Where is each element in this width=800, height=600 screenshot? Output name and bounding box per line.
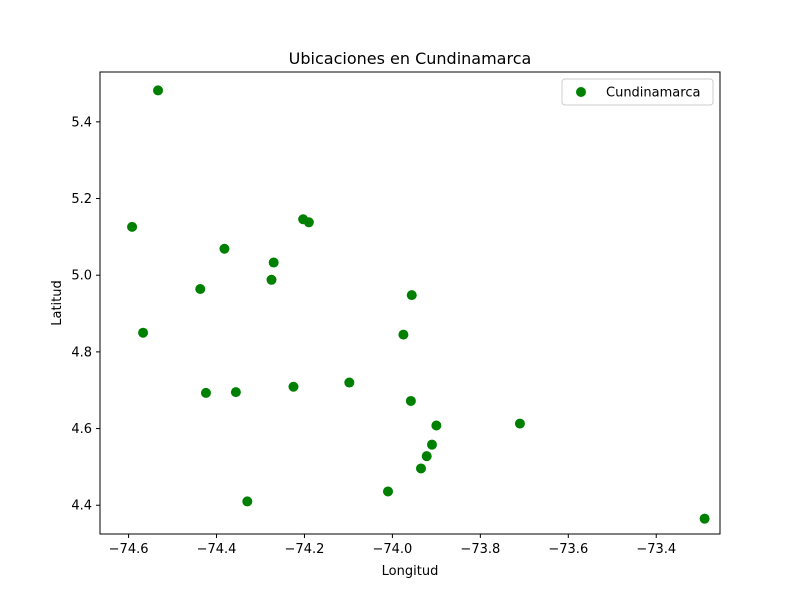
data-point <box>431 420 442 431</box>
legend: Cundinamarca <box>561 78 714 106</box>
points-layer <box>127 85 710 524</box>
data-point <box>127 221 138 232</box>
x-tick-label: −74.6 <box>109 542 149 557</box>
data-point <box>383 486 394 497</box>
y-tick-label: 5.4 <box>71 115 92 130</box>
data-point <box>398 329 409 340</box>
y-tick-label: 4.6 <box>71 422 92 437</box>
data-point <box>421 451 432 462</box>
plot-background <box>100 72 720 534</box>
data-point <box>344 377 355 388</box>
x-tick-label: −73.8 <box>460 542 500 557</box>
data-point <box>219 243 230 254</box>
y-tick-label: 4.4 <box>71 499 92 514</box>
legend-marker <box>576 87 586 97</box>
plot-area <box>100 72 720 534</box>
data-point <box>415 463 426 474</box>
axes-frame <box>99 71 721 535</box>
data-point <box>405 395 416 406</box>
data-point <box>242 496 253 507</box>
x-tick-label: −73.6 <box>548 542 588 557</box>
axes-layer <box>99 71 721 535</box>
x-tick-label: −74.0 <box>372 542 412 557</box>
legend-box <box>561 78 714 106</box>
y-tick-label: 5.2 <box>71 192 92 207</box>
data-point <box>426 439 437 450</box>
data-point <box>406 290 417 301</box>
data-point <box>138 327 149 338</box>
data-point <box>268 257 279 268</box>
data-point <box>288 381 299 392</box>
ticks-layer: −74.6 −74.4 −74.2 −74.0 −73.8 −73.6 −73.4 4.4 4.… <box>71 115 676 557</box>
data-point <box>699 513 710 524</box>
y-tick-label: 4.8 <box>71 345 92 360</box>
data-point <box>200 387 211 398</box>
y-axis-label: Latitud <box>50 280 65 326</box>
data-point <box>230 387 241 398</box>
data-point <box>266 274 277 285</box>
x-axis-label: Longitud <box>382 564 439 579</box>
x-tick-label: −74.2 <box>285 542 325 557</box>
y-tick-label: 5.0 <box>71 269 92 284</box>
x-tick-label: −74.4 <box>197 542 237 557</box>
data-point <box>195 284 206 295</box>
data-point <box>303 217 314 228</box>
legend-label: Cundinamarca <box>606 86 700 101</box>
chart-title: Ubicaciones en Cundinamarca <box>289 49 532 68</box>
x-tick-label: −73.4 <box>636 542 676 557</box>
data-point <box>514 418 525 429</box>
data-point <box>153 85 164 96</box>
